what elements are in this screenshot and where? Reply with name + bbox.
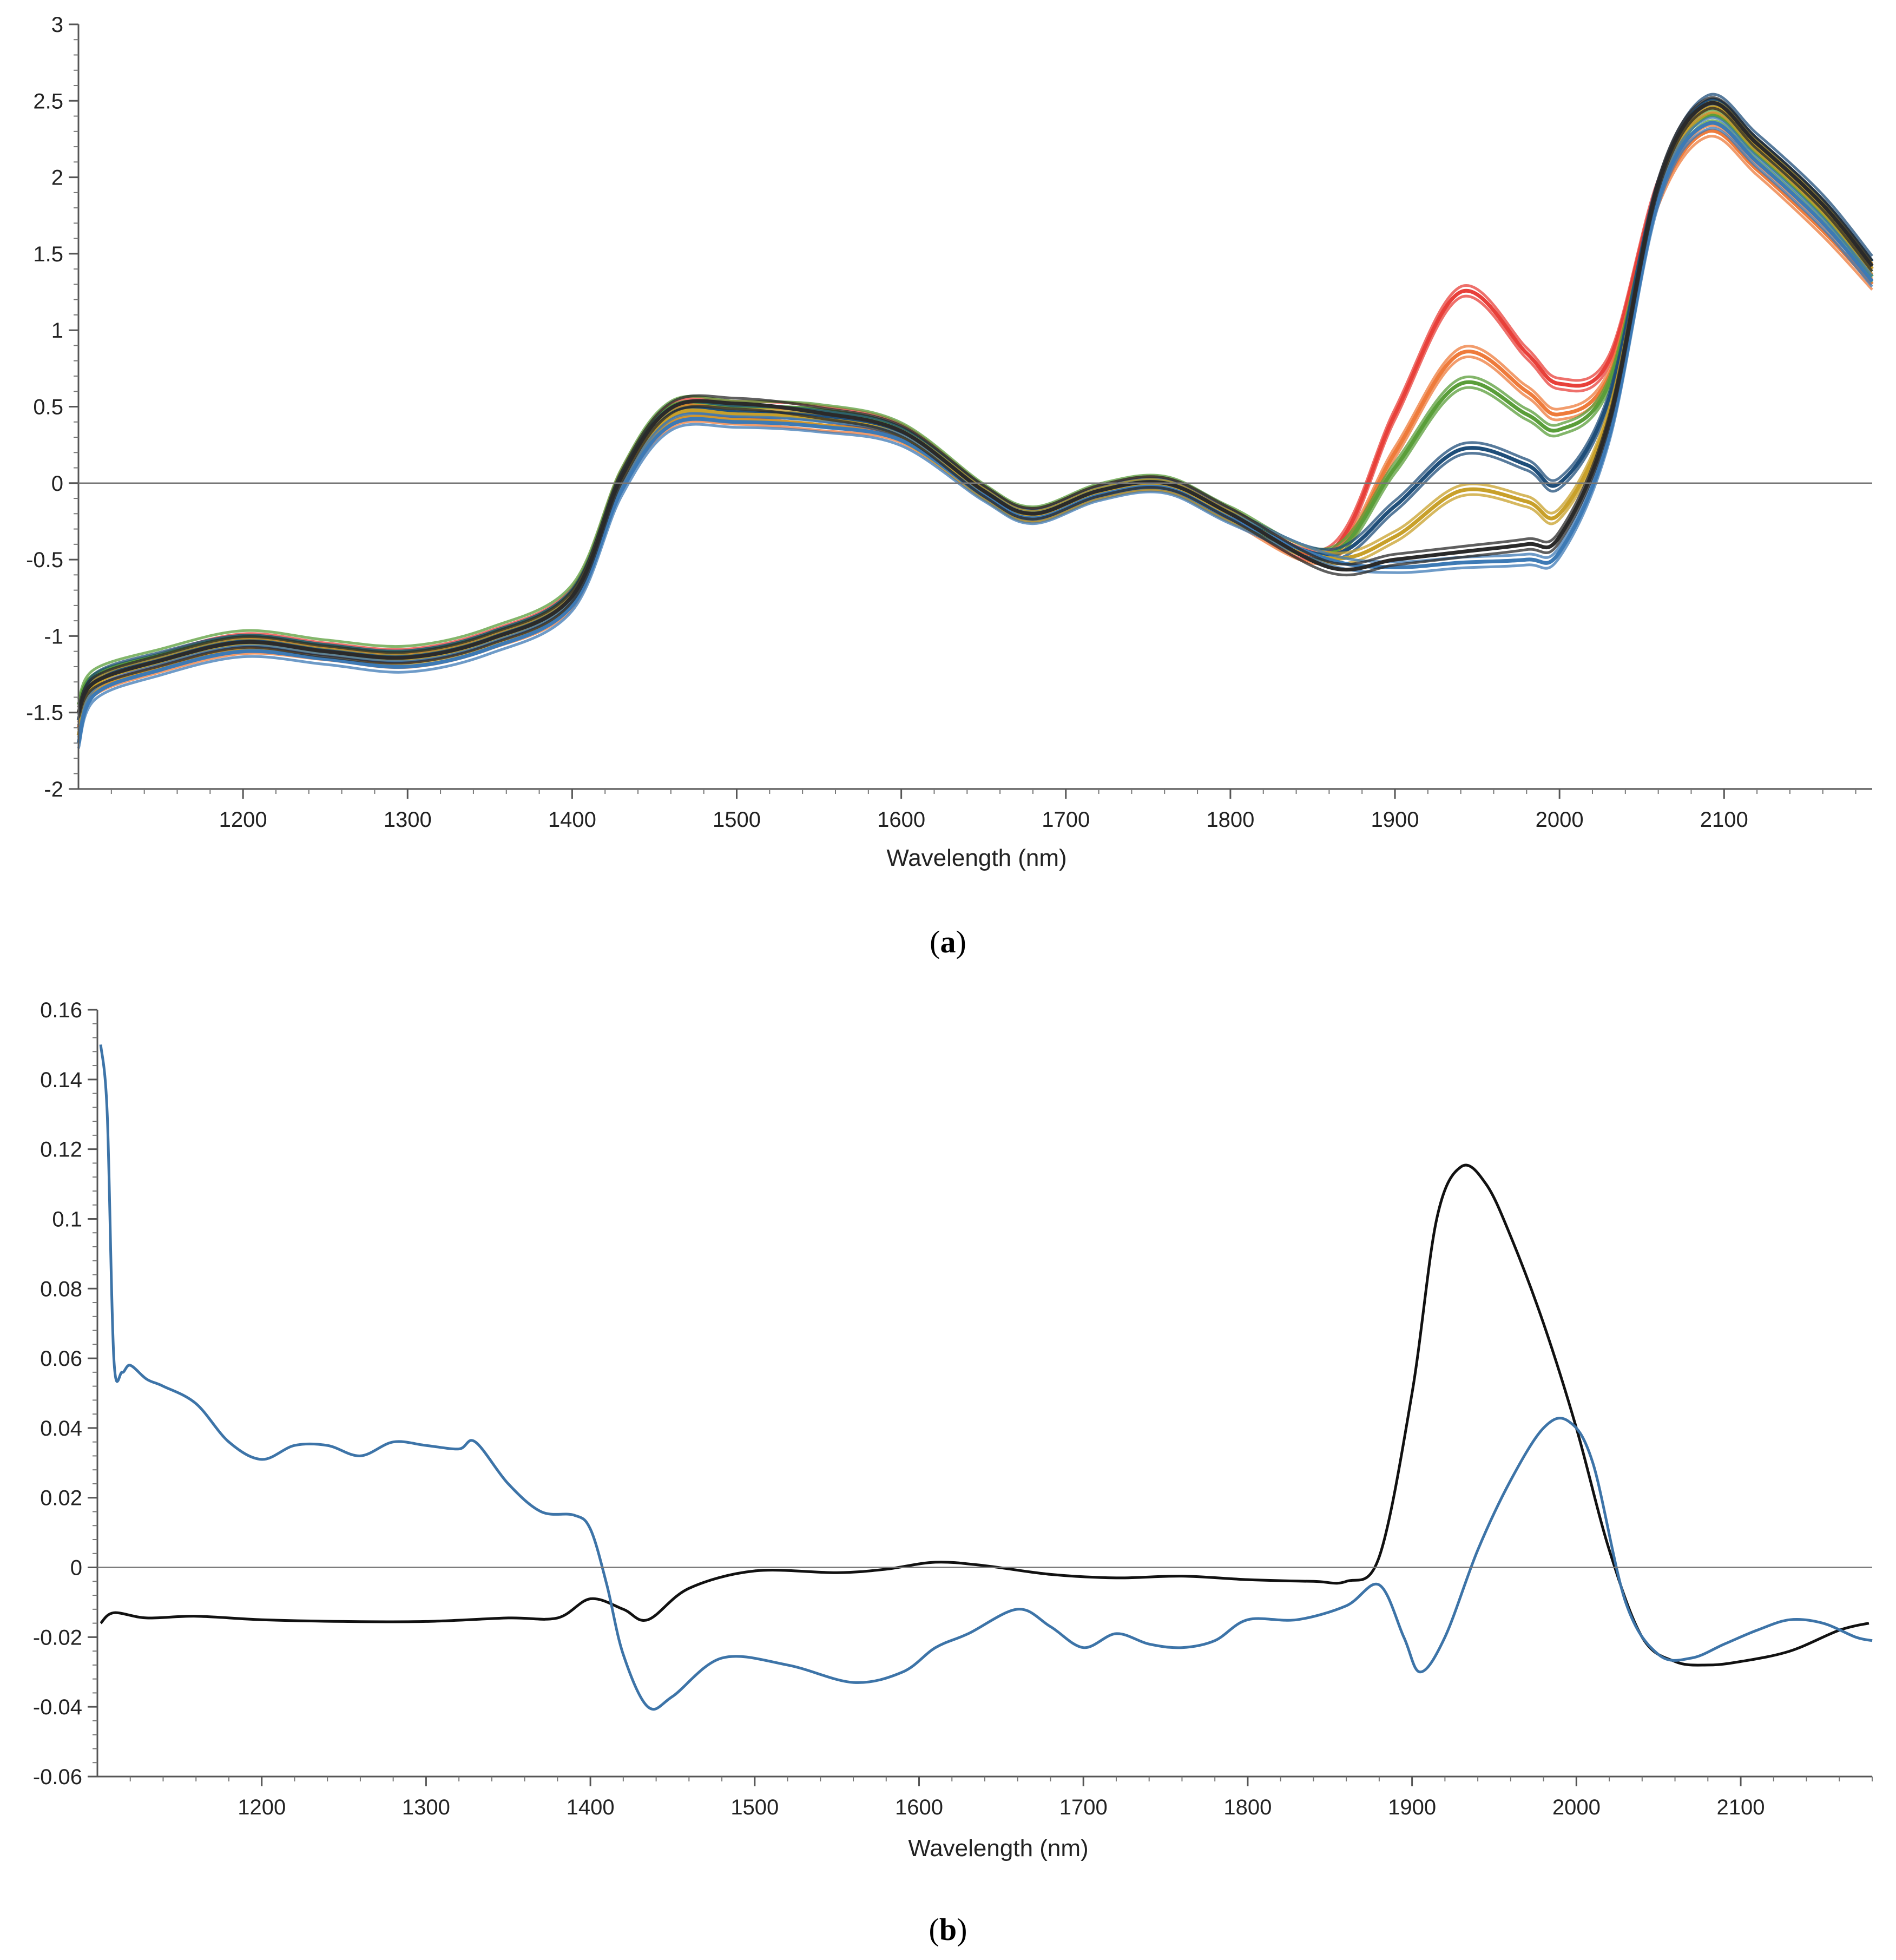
y-tick-label-b: 0 xyxy=(70,1556,82,1580)
x-tick-label-a: 1800 xyxy=(1206,808,1254,832)
y-tick-label-a: 1.5 xyxy=(33,242,63,266)
x-tick-label-b: 2100 xyxy=(1717,1795,1765,1819)
y-tick-label-b: 0.06 xyxy=(40,1347,82,1371)
x-tick-label-b: 1200 xyxy=(238,1795,286,1819)
y-tick-label-a: 0 xyxy=(51,472,63,496)
x-tick-label-b: 1300 xyxy=(402,1795,450,1819)
y-tick-label-a: -1 xyxy=(44,624,63,648)
y-tick-label-b: 0.02 xyxy=(40,1487,82,1510)
loadings-series-group xyxy=(99,1044,1873,1711)
y-tick-label-a: 2.5 xyxy=(33,89,63,113)
loading-line-loading-black xyxy=(100,1163,1869,1667)
spectrum-line-dry-2 xyxy=(77,96,1873,708)
y-tick-label-a: 1 xyxy=(51,319,63,343)
spectrum-line-low-mid-water xyxy=(77,93,1873,715)
x-tick-label-a: 1400 xyxy=(548,808,596,832)
x-tick-label-a: 2100 xyxy=(1700,808,1748,832)
x-tick-label-b: 1400 xyxy=(567,1795,615,1819)
x-tick-label-b: 1600 xyxy=(895,1795,943,1819)
x-tick-label-b: 1800 xyxy=(1223,1795,1272,1819)
y-tick-label-a: 0.5 xyxy=(33,396,63,419)
spectra-series-group xyxy=(76,93,1874,749)
y-tick-label-a: -0.5 xyxy=(26,548,63,572)
x-tick-label-b: 1500 xyxy=(730,1795,779,1819)
y-tick-label-b: 0.12 xyxy=(40,1138,82,1162)
chart-panel-b: -0.06 -0.04 -0.02 0 0.02 0.04 0.06 0.08 0.1 0.12 0… xyxy=(33,998,1873,1947)
spectrum-line-high-water xyxy=(77,101,1873,708)
x-tick-label-a: 1600 xyxy=(877,808,925,832)
y-tick-label-b: 0.08 xyxy=(40,1277,82,1301)
y-tick-label-b: -0.04 xyxy=(33,1695,82,1719)
x-tick-label-b: 1700 xyxy=(1059,1795,1108,1819)
y-tick-label-b: -0.02 xyxy=(33,1626,82,1649)
loading-line-loading-blue xyxy=(99,1044,1873,1711)
y-tick-label-b: 0.16 xyxy=(40,998,82,1022)
y-tick-label-b: -0.06 xyxy=(33,1765,82,1789)
x-axis-title-a: Wavelength (nm) xyxy=(886,845,1066,871)
x-tick-label-b: 1900 xyxy=(1388,1795,1436,1819)
x-tick-label-a: 1200 xyxy=(219,808,267,832)
x-tick-label-b: 2000 xyxy=(1552,1795,1601,1819)
y-tick-label-b: 0.04 xyxy=(40,1417,82,1441)
panel-caption-a: (a) xyxy=(930,924,966,959)
chart-panel-a: -2 -1.5 -1 -0.5 0 0.5 1 1.5 2 2.5 3 1200 1300 1400 150… xyxy=(26,13,1874,959)
x-tick-label-a: 1700 xyxy=(1042,808,1090,832)
spectrum-line-mid-water xyxy=(77,108,1873,700)
y-tick-label-b: 0.14 xyxy=(40,1068,82,1092)
y-tick-label-a: -2 xyxy=(44,778,63,801)
y-tick-label-a: -1.5 xyxy=(26,701,63,725)
x-axis-title-b: Wavelength (nm) xyxy=(908,1835,1088,1862)
x-tick-label-a: 1500 xyxy=(713,808,761,832)
x-tick-label-a: 1900 xyxy=(1371,808,1419,832)
x-tick-label-a: 1300 xyxy=(384,808,432,832)
y-tick-label-b: 0.1 xyxy=(52,1207,82,1231)
y-tick-label-a: 2 xyxy=(51,166,63,190)
y-tick-label-a: 3 xyxy=(51,13,63,37)
x-tick-label-a: 2000 xyxy=(1536,808,1584,832)
panel-caption-b: (b) xyxy=(929,1912,967,1947)
